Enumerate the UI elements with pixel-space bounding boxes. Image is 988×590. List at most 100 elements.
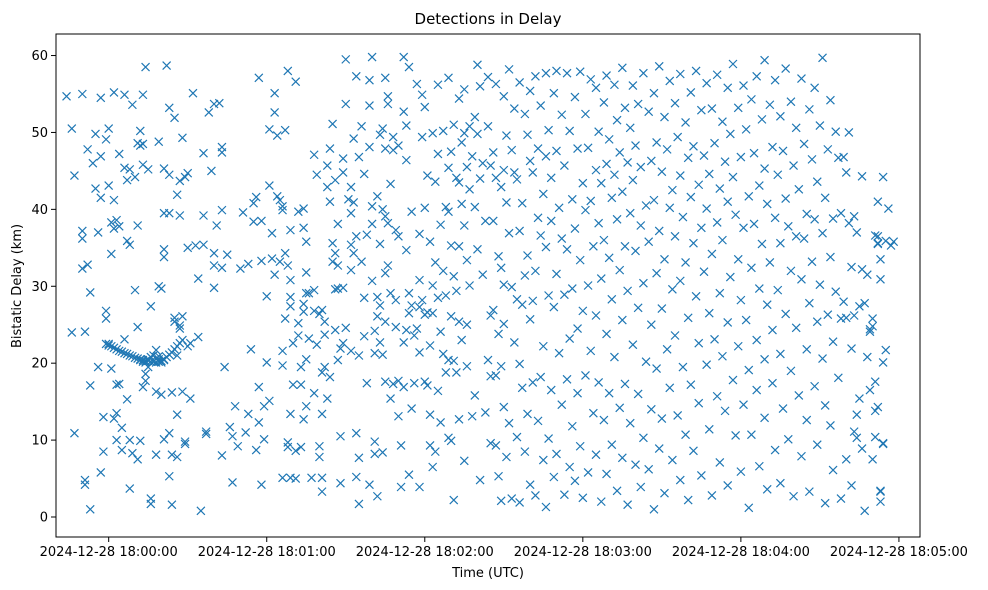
data-point xyxy=(491,79,501,89)
data-point xyxy=(467,151,477,161)
data-point xyxy=(665,383,675,393)
data-point xyxy=(167,450,177,460)
data-point xyxy=(162,61,172,70)
data-point xyxy=(122,236,132,246)
data-point xyxy=(415,275,424,285)
data-point xyxy=(507,145,517,155)
data-point xyxy=(552,66,561,76)
data-point xyxy=(365,142,374,152)
data-point xyxy=(628,175,638,185)
data-point xyxy=(615,403,625,413)
data-point xyxy=(876,487,885,497)
data-point xyxy=(449,495,459,505)
data-point xyxy=(127,448,137,458)
data-point xyxy=(336,478,345,488)
data-point xyxy=(372,491,382,501)
data-point xyxy=(504,418,514,428)
data-point xyxy=(201,427,211,437)
data-point xyxy=(428,462,438,472)
data-point xyxy=(667,284,677,294)
data-point xyxy=(502,198,511,207)
data-point xyxy=(583,467,593,477)
data-point xyxy=(457,199,467,209)
data-point xyxy=(330,284,340,294)
data-point xyxy=(620,103,630,113)
data-point xyxy=(775,478,785,488)
data-point xyxy=(762,199,772,209)
data-point xyxy=(407,404,417,413)
data-point xyxy=(193,332,203,342)
data-point xyxy=(301,354,311,364)
data-point xyxy=(375,337,385,347)
data-point xyxy=(617,63,627,73)
data-point xyxy=(454,94,464,104)
data-point xyxy=(475,475,485,485)
data-point xyxy=(312,170,322,180)
data-point xyxy=(444,73,453,83)
data-point xyxy=(338,283,348,293)
data-point xyxy=(135,436,145,446)
data-point xyxy=(325,197,335,207)
data-point xyxy=(441,202,451,212)
data-point xyxy=(278,346,287,356)
data-point xyxy=(831,287,841,297)
data-point xyxy=(525,86,535,96)
data-point xyxy=(394,411,403,421)
data-point xyxy=(67,124,77,134)
data-point xyxy=(399,52,409,62)
data-point xyxy=(117,445,127,455)
data-point xyxy=(757,114,767,124)
data-point xyxy=(370,348,380,358)
data-point xyxy=(496,182,506,192)
data-point xyxy=(380,317,390,327)
data-point xyxy=(691,291,701,301)
data-point xyxy=(615,265,625,275)
data-point xyxy=(238,208,248,217)
data-point xyxy=(185,338,195,348)
data-point xyxy=(749,219,759,229)
data-point xyxy=(454,241,464,251)
data-point xyxy=(478,270,488,280)
data-point xyxy=(359,331,369,341)
data-point xyxy=(417,295,427,305)
data-point xyxy=(797,451,806,461)
data-point xyxy=(243,259,253,269)
data-point xyxy=(783,434,793,444)
data-point xyxy=(554,348,564,358)
data-point xyxy=(841,454,851,464)
data-point xyxy=(610,80,619,90)
data-point xyxy=(172,190,182,200)
data-point xyxy=(301,268,311,277)
data-point xyxy=(586,196,596,206)
data-point xyxy=(430,177,440,187)
data-point xyxy=(718,117,727,127)
data-point xyxy=(125,240,135,250)
data-point xyxy=(689,238,698,248)
data-point xyxy=(106,218,116,227)
data-point xyxy=(694,338,704,348)
data-point xyxy=(620,241,630,251)
data-point xyxy=(125,484,135,493)
data-point xyxy=(818,228,827,238)
data-point xyxy=(185,394,195,403)
data-point xyxy=(657,304,667,313)
data-point xyxy=(372,311,382,321)
data-point xyxy=(820,401,830,410)
data-point xyxy=(383,261,393,270)
data-point xyxy=(538,455,548,465)
data-point xyxy=(401,121,411,130)
data-point xyxy=(473,129,482,139)
data-point xyxy=(422,381,432,390)
data-point xyxy=(739,400,748,410)
data-point xyxy=(504,228,514,238)
data-point xyxy=(438,266,448,276)
data-point xyxy=(96,467,106,477)
data-point xyxy=(270,108,280,117)
data-point xyxy=(380,73,390,83)
data-point xyxy=(378,350,388,360)
data-point xyxy=(386,288,395,298)
data-point xyxy=(141,376,150,386)
data-point xyxy=(62,91,71,101)
data-point xyxy=(583,281,593,290)
data-point xyxy=(596,178,606,188)
